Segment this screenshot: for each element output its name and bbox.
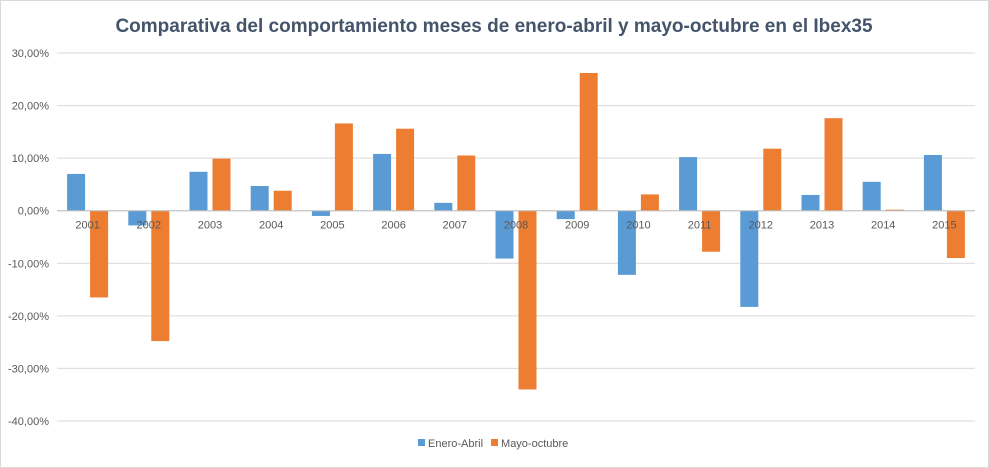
x-category-label: 2007	[443, 220, 467, 232]
bar-enero-abril-2003	[189, 171, 208, 211]
bar-mayo-octubre-2008	[518, 210, 537, 390]
x-category-label: 2003	[198, 220, 222, 232]
bar-mayo-octubre-2014	[885, 209, 904, 211]
legend-label: Mayo-octubre	[501, 438, 568, 450]
y-tick-label: 30,00%	[12, 48, 50, 60]
bar-enero-abril-2008	[495, 210, 514, 259]
legend-swatch-mayo-octubre	[491, 439, 499, 446]
y-tick-label: -20,00%	[8, 311, 49, 323]
y-tick-label: -30,00%	[8, 363, 49, 375]
x-axis-category-labels: 2001 2002 2003 2004 2005 2006 2007 2008 2009 2010…	[75, 220, 956, 232]
bar-mayo-octubre-2002	[151, 210, 170, 342]
y-tick-label: 10,00%	[12, 153, 50, 165]
x-category-label: 2004	[259, 220, 283, 232]
bar-mayo-octubre-2009	[579, 72, 598, 211]
bar-mayo-octubre-2007	[457, 155, 476, 211]
bars	[67, 72, 965, 390]
bar-enero-abril-2013	[801, 194, 820, 211]
y-axis-tick-labels: 30,00% 20,00% 10,00% 0,00% -10,00% -20,00% -30…	[8, 48, 49, 428]
x-category-label: 2001	[75, 220, 99, 232]
bar-enero-abril-2010	[617, 210, 636, 275]
x-category-label: 2014	[871, 220, 895, 232]
legend-swatch-enero-abril	[418, 439, 425, 446]
bar-mayo-octubre-2003	[212, 158, 231, 211]
bar-enero-abril-2011	[679, 157, 698, 211]
bar-enero-abril-2009	[556, 210, 575, 220]
bar-mayo-octubre-2001	[90, 210, 109, 298]
bar-enero-abril-2002	[128, 210, 147, 226]
bar-mayo-octubre-2012	[763, 148, 782, 211]
y-tick-label: -40,00%	[8, 416, 49, 428]
bar-enero-abril-2015	[923, 154, 942, 211]
bar-mayo-octubre-2006	[396, 128, 415, 211]
x-category-label: 2009	[565, 220, 589, 232]
bar-mayo-octubre-2010	[640, 194, 659, 211]
x-category-label: 2002	[137, 220, 161, 232]
x-category-label: 2006	[381, 220, 405, 232]
bar-mayo-octubre-2013	[824, 118, 843, 211]
x-category-label: 2005	[320, 220, 344, 232]
bar-enero-abril-2014	[862, 181, 881, 211]
y-tick-label: 20,00%	[12, 101, 50, 113]
bar-enero-abril-2005	[311, 210, 330, 216]
y-tick-label: -10,00%	[8, 258, 49, 270]
legend: Enero-Abril Mayo-octubre	[418, 438, 568, 450]
x-category-label: 2011	[688, 220, 712, 232]
x-category-label: 2008	[504, 220, 528, 232]
bar-mayo-octubre-2011	[702, 210, 721, 252]
x-category-label: 2012	[749, 220, 773, 232]
bar-enero-abril-2004	[250, 186, 269, 211]
bar-enero-abril-2012	[740, 210, 759, 307]
bar-mayo-octubre-2004	[273, 190, 292, 211]
x-category-label: 2010	[626, 220, 650, 232]
chart-title: Comparativa del comportamiento meses de …	[115, 16, 873, 37]
bar-mayo-octubre-2015	[946, 210, 965, 259]
legend-label: Enero-Abril	[428, 438, 483, 450]
bar-enero-abril-2001	[67, 173, 86, 211]
x-category-label: 2015	[932, 220, 956, 232]
bar-mayo-octubre-2005	[334, 123, 353, 211]
x-category-label: 2013	[810, 220, 834, 232]
y-tick-label: 0,00%	[18, 206, 49, 218]
bar-enero-abril-2006	[373, 153, 392, 211]
bar-enero-abril-2007	[434, 202, 453, 211]
